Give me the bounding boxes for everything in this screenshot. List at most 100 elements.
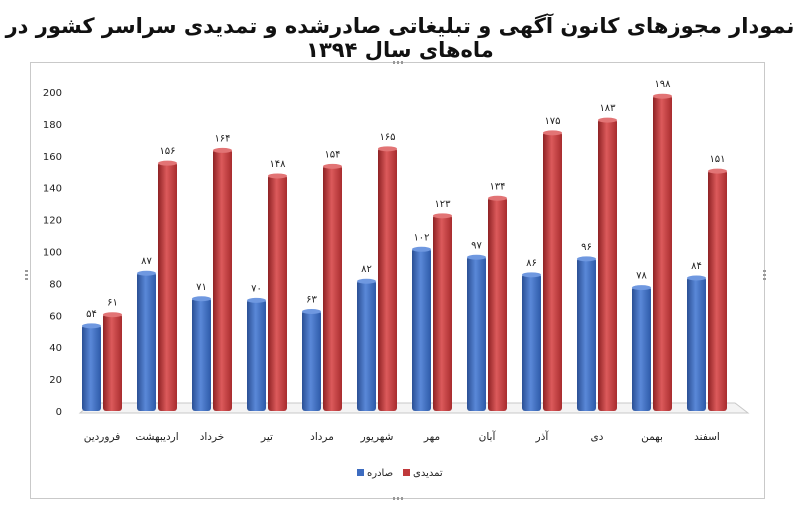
bar-renewed: [433, 214, 452, 411]
bar-top-cap: [598, 117, 617, 123]
bar-issued: [302, 310, 321, 411]
data-label: ۱۸۳: [599, 103, 616, 114]
bar-issued: [247, 299, 266, 411]
x-tick-label: خرداد: [200, 431, 225, 443]
y-tick-label: 120: [43, 216, 62, 227]
bar-top-cap: [137, 270, 156, 276]
bar-top-cap: [522, 272, 541, 278]
x-tick-label: آذر: [535, 430, 550, 443]
frame-handle-bottom[interactable]: [393, 497, 403, 500]
bar-issued: [412, 248, 431, 411]
bar-top-cap: [323, 163, 342, 169]
y-tick-label: 180: [43, 120, 62, 131]
bar-renewed: [213, 149, 232, 412]
bar-top-cap: [467, 254, 486, 260]
data-label: ۱۷۵: [544, 116, 560, 127]
data-label: ۱۶۴: [214, 133, 230, 144]
data-label: ۵۴: [86, 309, 97, 320]
data-label: ۶۱: [107, 298, 118, 309]
x-tick-label: اردیبهشت: [135, 431, 178, 443]
bar-renewed: [488, 197, 507, 411]
bar-renewed: [708, 170, 727, 411]
bar-issued: [632, 286, 651, 411]
bar-renewed: [323, 165, 342, 411]
bar-renewed: [158, 162, 177, 411]
bar-top-cap: [653, 93, 672, 99]
data-label: ۷۰: [251, 283, 262, 294]
bar-issued: [467, 256, 486, 411]
bar-top-cap: [357, 278, 376, 284]
bar-top-cap: [158, 160, 177, 166]
data-label: ۸۴: [691, 261, 702, 272]
data-label: ۱۳۴: [489, 181, 505, 192]
y-tick-label: 160: [43, 152, 62, 163]
bar-renewed: [378, 147, 397, 411]
bar-renewed: [543, 131, 562, 411]
data-label: ۷۱: [196, 282, 207, 293]
bar-top-cap: [433, 213, 452, 219]
y-tick-label: 60: [49, 311, 62, 322]
bar-issued: [357, 280, 376, 411]
x-tick-label: دی: [591, 431, 604, 443]
x-tick-label: اسفند: [694, 431, 720, 443]
data-label: ۱۵۶: [159, 146, 175, 157]
legend-swatch: [403, 469, 410, 476]
data-label: ۱۵۴: [324, 149, 340, 160]
y-tick-label: 20: [49, 375, 62, 386]
data-label: ۸۲: [361, 264, 372, 275]
bar-issued: [192, 297, 211, 411]
x-tick-label: بهمن: [641, 431, 663, 443]
y-tick-label: 100: [43, 248, 62, 259]
legend-swatch: [357, 469, 364, 476]
bar-top-cap: [82, 323, 101, 329]
bar-top-cap: [543, 130, 562, 136]
data-label: ۱۹۸: [654, 79, 671, 90]
y-tick-label: 140: [43, 184, 62, 195]
x-tick-label: مهر: [423, 431, 440, 443]
bar-renewed: [598, 119, 617, 412]
bar-renewed: [268, 174, 287, 411]
bar-top-cap: [488, 195, 507, 201]
frame-handle-top[interactable]: [393, 61, 403, 64]
y-tick-label: 200: [43, 88, 62, 99]
data-label: ۸۷: [141, 256, 152, 267]
bar-issued: [82, 324, 101, 411]
legend-label: تمدیدی: [413, 468, 443, 479]
bar-issued: [522, 273, 541, 411]
bar-top-cap: [412, 246, 431, 252]
bar-issued: [577, 257, 596, 411]
bar-top-cap: [632, 285, 651, 291]
y-tick-label: 0: [56, 407, 62, 418]
bar-top-cap: [302, 309, 321, 315]
frame-handle-right[interactable]: [763, 270, 766, 280]
frame-handle-left[interactable]: [25, 270, 28, 280]
bar-issued: [687, 277, 706, 411]
bar-top-cap: [577, 256, 596, 262]
bar-top-cap: [268, 173, 287, 179]
y-axis: 0 20 40 60 80 100 120 140 160 180 200: [43, 88, 62, 418]
bar-top-cap: [103, 312, 122, 318]
data-label: ۱۰۲: [413, 232, 429, 243]
legend: صادره تمدیدی: [357, 468, 443, 479]
data-label: ۸۶: [526, 258, 537, 269]
data-label: ۱۶۵: [379, 132, 395, 143]
legend-label: صادره: [367, 468, 393, 479]
x-tick-label: تیر: [260, 431, 273, 443]
x-tick-label: فروردین: [84, 431, 121, 443]
y-tick-label: 40: [49, 343, 62, 354]
x-tick-label: مرداد: [310, 431, 334, 443]
data-label: ۹۷: [471, 240, 482, 251]
data-label: ۱۵۱: [709, 154, 725, 165]
bar-top-cap: [213, 147, 232, 153]
bar-top-cap: [687, 275, 706, 281]
data-label: ۱۴۸: [269, 159, 286, 170]
bar-renewed: [653, 95, 672, 411]
bar-top-cap: [708, 168, 727, 174]
bars-group: ۵۴ ۶۱ ۸۷ ۱۵۶ ۷۱ ۱۶۴ ۷۰ ۱۴۸ ۶۳ ۱۵۴ ۸۲ ۱۶۵ ۱۰۲ ۱۲۳ ۹۷ ۱۳۴…: [82, 79, 727, 412]
y-tick-label: 80: [49, 279, 62, 290]
chart-title: نمودار مجوزهای کانون آگهی و تبلیغاتی صاد…: [5, 14, 795, 62]
data-label: ۱۲۳: [434, 199, 451, 210]
bar-top-cap: [247, 297, 266, 303]
bar-top-cap: [378, 146, 397, 152]
